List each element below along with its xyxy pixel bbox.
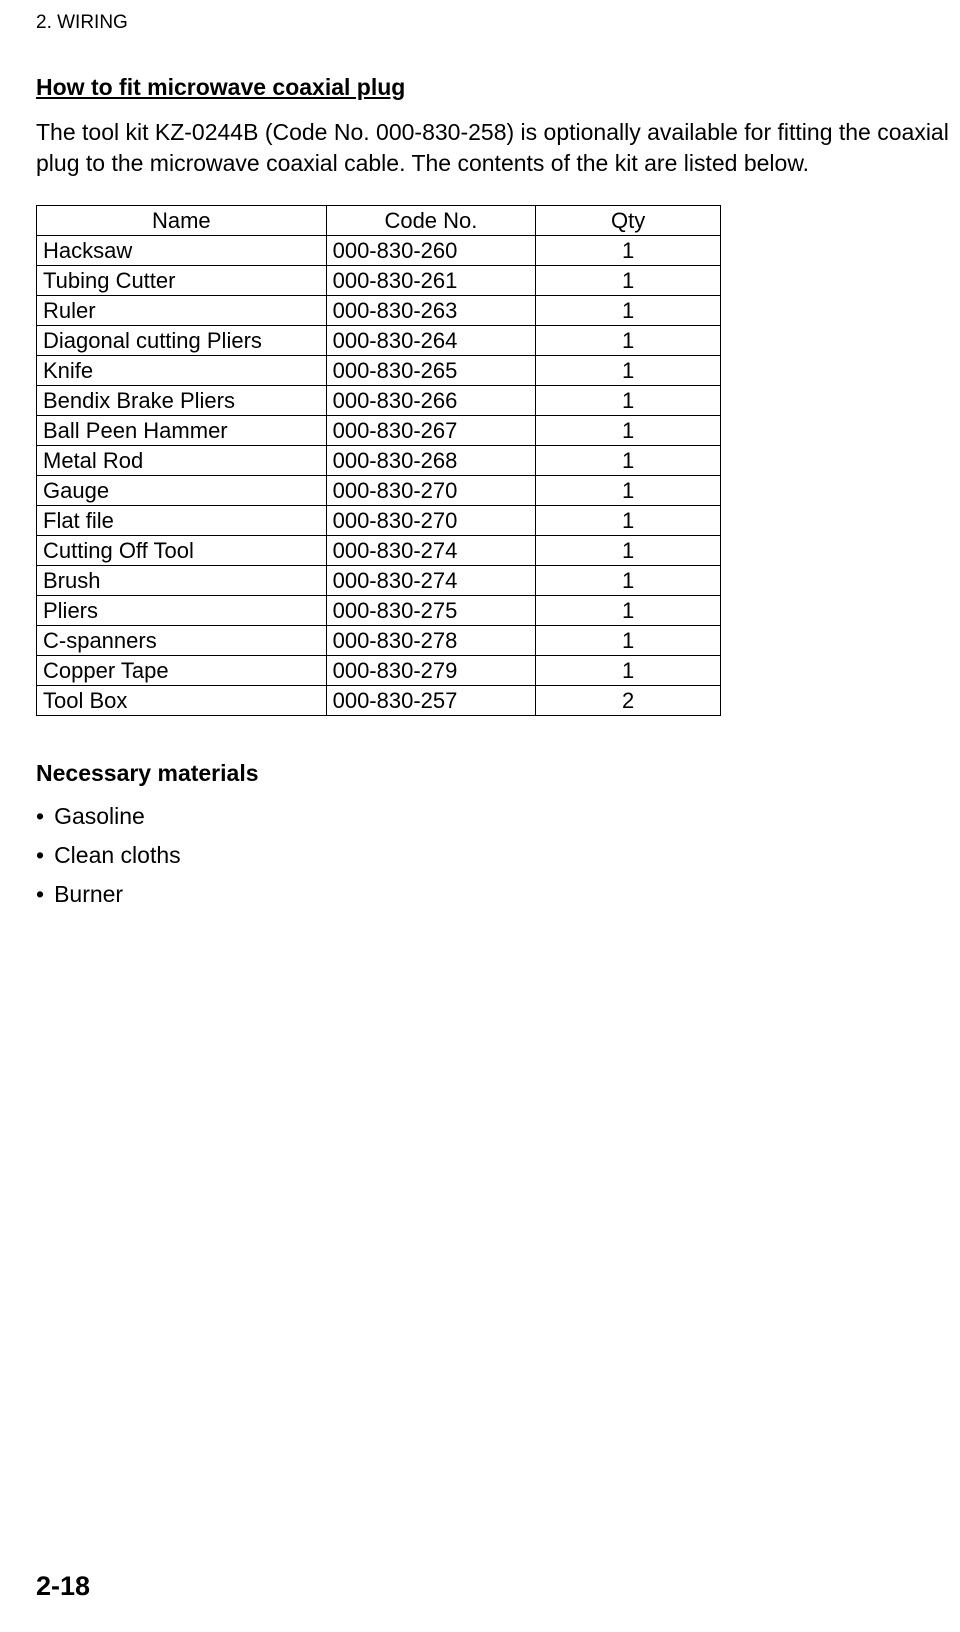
table-row: Metal Rod000-830-2681 xyxy=(37,446,721,476)
table-cell: Knife xyxy=(37,356,327,386)
col-header-code: Code No. xyxy=(326,206,536,236)
subtitle: How to fit microwave coaxial plug xyxy=(36,74,950,101)
table-cell: 000-830-275 xyxy=(326,596,536,626)
table-row: Copper Tape000-830-2791 xyxy=(37,656,721,686)
table-cell: Copper Tape xyxy=(37,656,327,686)
table-cell: 1 xyxy=(536,326,721,356)
table-cell: Pliers xyxy=(37,596,327,626)
table-cell: 000-830-263 xyxy=(326,296,536,326)
page-number: 2-18 xyxy=(36,1571,90,1602)
table-cell: 1 xyxy=(536,626,721,656)
col-header-qty: Qty xyxy=(536,206,721,236)
table-cell: Metal Rod xyxy=(37,446,327,476)
table-cell: 1 xyxy=(536,416,721,446)
table-cell: Bendix Brake Pliers xyxy=(37,386,327,416)
table-cell: 1 xyxy=(536,386,721,416)
table-cell: Ruler xyxy=(37,296,327,326)
table-cell: Gauge xyxy=(37,476,327,506)
list-item: Gasoline xyxy=(36,797,950,836)
table-header-row: Name Code No. Qty xyxy=(37,206,721,236)
table-cell: 000-830-270 xyxy=(326,506,536,536)
list-item: Clean cloths xyxy=(36,836,950,875)
table-cell: 000-830-278 xyxy=(326,626,536,656)
table-cell: Tool Box xyxy=(37,686,327,716)
table-cell: Tubing Cutter xyxy=(37,266,327,296)
table-row: Tool Box000-830-2572 xyxy=(37,686,721,716)
table-cell: 1 xyxy=(536,596,721,626)
table-cell: Ball Peen Hammer xyxy=(37,416,327,446)
table-row: Brush000-830-2741 xyxy=(37,566,721,596)
table-row: Tubing Cutter000-830-2611 xyxy=(37,266,721,296)
table-row: Ball Peen Hammer000-830-2671 xyxy=(37,416,721,446)
table-cell: 000-830-270 xyxy=(326,476,536,506)
table-row: Ruler000-830-2631 xyxy=(37,296,721,326)
table-cell: 1 xyxy=(536,566,721,596)
table-cell: Brush xyxy=(37,566,327,596)
table-row: Diagonal cutting Pliers000-830-2641 xyxy=(37,326,721,356)
table-row: Pliers000-830-2751 xyxy=(37,596,721,626)
intro-paragraph: The tool kit KZ-0244B (Code No. 000-830-… xyxy=(36,117,950,179)
col-header-name: Name xyxy=(37,206,327,236)
list-item: Burner xyxy=(36,875,950,914)
table-cell: 000-830-274 xyxy=(326,566,536,596)
table-cell: 000-830-268 xyxy=(326,446,536,476)
table-cell: 000-830-261 xyxy=(326,266,536,296)
table-cell: 000-830-257 xyxy=(326,686,536,716)
table-cell: 1 xyxy=(536,266,721,296)
table-cell: 000-830-260 xyxy=(326,236,536,266)
materials-title: Necessary materials xyxy=(36,760,950,787)
table-cell: C-spanners xyxy=(37,626,327,656)
table-cell: Flat file xyxy=(37,506,327,536)
table-cell: 000-830-279 xyxy=(326,656,536,686)
table-row: Knife000-830-2651 xyxy=(37,356,721,386)
table-row: C-spanners000-830-2781 xyxy=(37,626,721,656)
table-cell: Diagonal cutting Pliers xyxy=(37,326,327,356)
table-row: Cutting Off Tool000-830-2741 xyxy=(37,536,721,566)
table-cell: 1 xyxy=(536,476,721,506)
table-cell: 1 xyxy=(536,506,721,536)
table-cell: 000-830-266 xyxy=(326,386,536,416)
table-cell: 1 xyxy=(536,296,721,326)
table-row: Flat file000-830-2701 xyxy=(37,506,721,536)
table-cell: 1 xyxy=(536,356,721,386)
table-row: Gauge000-830-2701 xyxy=(37,476,721,506)
table-row: Bendix Brake Pliers000-830-2661 xyxy=(37,386,721,416)
table-cell: 000-830-267 xyxy=(326,416,536,446)
table-cell: 1 xyxy=(536,236,721,266)
table-cell: 1 xyxy=(536,656,721,686)
section-header: 2. WIRING xyxy=(36,12,950,34)
table-cell: Cutting Off Tool xyxy=(37,536,327,566)
materials-list: GasolineClean clothsBurner xyxy=(36,797,950,914)
table-cell: 000-830-274 xyxy=(326,536,536,566)
table-row: Hacksaw000-830-2601 xyxy=(37,236,721,266)
tool-kit-table: Name Code No. Qty Hacksaw000-830-2601Tub… xyxy=(36,205,721,716)
table-cell: 000-830-264 xyxy=(326,326,536,356)
table-cell: Hacksaw xyxy=(37,236,327,266)
table-cell: 1 xyxy=(536,536,721,566)
table-cell: 000-830-265 xyxy=(326,356,536,386)
table-cell: 1 xyxy=(536,446,721,476)
table-cell: 2 xyxy=(536,686,721,716)
